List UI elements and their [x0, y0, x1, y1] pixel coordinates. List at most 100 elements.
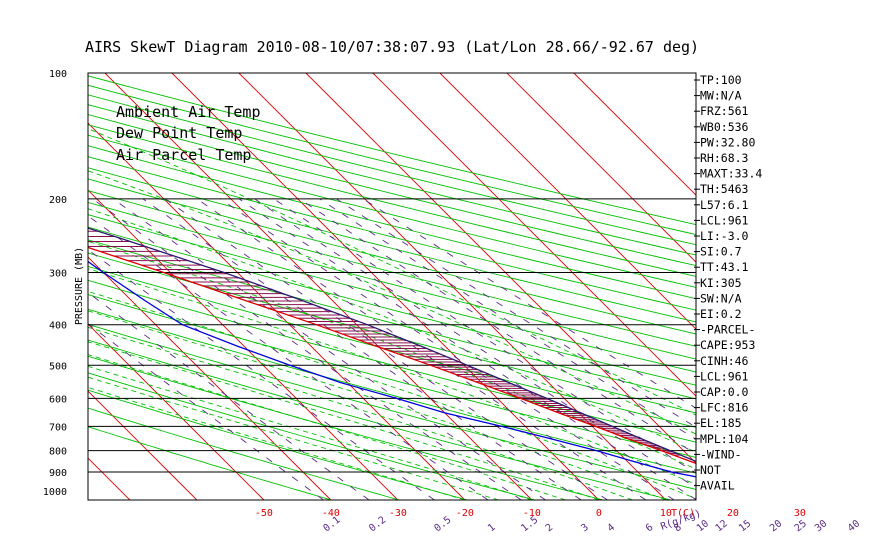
dry-adiabat-line	[88, 339, 672, 500]
isotherm-line	[88, 122, 466, 500]
mixing-ratio-line	[196, 198, 647, 500]
pressure-tick-label: 800	[49, 447, 67, 458]
moist-adiabat-line	[88, 290, 696, 500]
mixing-ratio-line	[92, 198, 522, 500]
index-value: EL:185	[700, 416, 742, 430]
mixing-ratio-tick-label: 10	[695, 518, 711, 534]
index-value: TP:100	[700, 73, 742, 87]
dry-adiabat-line	[88, 104, 696, 256]
index-value: LCL:961	[700, 369, 749, 383]
mixing-ratio-tick-label: 0.5	[432, 515, 453, 535]
cape-hatching	[88, 230, 681, 456]
mixing-ratio-line	[88, 249, 435, 500]
sounding-profiles	[88, 227, 696, 478]
pressure-tick-label: 300	[49, 269, 67, 280]
plot-grid	[88, 73, 696, 500]
mixing-ratio-tick-label: 1	[486, 522, 498, 534]
legend-air-parcel-temp: Air Parcel Temp	[116, 146, 251, 164]
isotherm-line	[88, 390, 198, 500]
bottom-temp-tick-label: -40	[322, 508, 340, 519]
mixing-ratio-tick-label: 2	[544, 522, 556, 534]
isotherm-line	[305, 73, 696, 464]
pressure-tick-label: 100	[49, 69, 67, 80]
index-value: PW:32.80	[700, 135, 755, 149]
mixing-ratio-tick-label: 6	[644, 522, 656, 534]
isotherm-line	[88, 189, 399, 500]
pressure-tick-label: 700	[49, 422, 67, 433]
mixing-ratio-tick-label: 4	[606, 522, 618, 534]
dry-adiabat-line	[88, 294, 696, 458]
dry-adiabat-line	[88, 190, 696, 347]
isotherm-line	[439, 73, 696, 330]
index-value: L57:6.1	[700, 198, 749, 212]
bottom-temp-tick-label: 10	[660, 508, 672, 519]
moist-adiabat-line	[88, 128, 696, 416]
index-value: AVAIL	[700, 479, 735, 493]
index-value: RH:68.3	[700, 151, 749, 165]
mixing-ratio-line	[220, 198, 675, 500]
moist-adiabat-line	[88, 354, 566, 500]
index-value: LFC:816	[700, 401, 749, 415]
chart-title: AIRS SkewT Diagram 2010-08-10/07:38:07.9…	[85, 38, 699, 56]
dry-adiabat-line	[88, 265, 696, 428]
isotherm-line	[88, 256, 332, 500]
index-value: CAP:0.0	[700, 385, 749, 399]
moist-adiabat-line	[88, 208, 696, 453]
moist-adiabat-line	[88, 341, 600, 500]
dry-adiabat-line	[88, 114, 696, 267]
bottom-temp-tick-label: 20	[727, 508, 739, 519]
dry-adiabat-line	[88, 124, 696, 277]
index-value: KI:305	[700, 276, 742, 290]
index-value: EI:0.2	[700, 307, 742, 321]
mixing-ratio-tick-label: 25	[793, 518, 809, 534]
index-value: -WIND-	[700, 447, 742, 461]
moist-adiabat-line	[88, 310, 667, 500]
isotherm-line	[171, 73, 600, 500]
y-axis-label: PRESSURE (MB)	[74, 247, 85, 325]
isotherm-line	[88, 323, 265, 500]
ambient-air-temp-line	[88, 246, 696, 465]
index-value: MW:N/A	[700, 89, 742, 103]
dry-adiabat-line	[88, 134, 696, 288]
mixing-ratio-tick-label: 15	[737, 518, 753, 534]
mixing-ratio-tick-label: 8	[672, 522, 684, 534]
air-parcel-temp-line	[88, 227, 696, 463]
isotherm-line	[506, 73, 696, 263]
plot-frame	[87, 72, 697, 501]
bottom-temp-tick-label: -30	[389, 508, 407, 519]
mixing-ratio-tick-label: 12	[714, 518, 730, 534]
isotherm-line	[238, 73, 667, 500]
dry-adiabat-line	[88, 239, 696, 400]
index-value: TH:5463	[700, 182, 749, 196]
index-value: MPL:104	[700, 432, 749, 446]
moist-adiabat-line	[88, 376, 499, 500]
mixing-ratio-line	[254, 198, 696, 489]
index-value: SW:N/A	[700, 291, 742, 305]
dry-adiabat-line	[88, 372, 536, 500]
mixing-ratio-line	[299, 198, 696, 455]
index-value: SI:0.7	[700, 245, 742, 259]
isotherm-line	[372, 73, 696, 397]
dry-adiabat-line	[88, 355, 604, 500]
dew-point-temp-line	[88, 260, 696, 478]
mixing-ratio-line	[112, 198, 546, 500]
index-value: FRZ:561	[700, 104, 749, 118]
index-value: LI:-3.0	[700, 229, 749, 243]
dry-adiabat-line	[88, 407, 400, 500]
pressure-tick-label: 600	[49, 394, 67, 405]
mixing-ratio-line	[273, 198, 696, 474]
isotherm-line	[573, 73, 696, 196]
moist-adiabat-line	[88, 386, 466, 500]
dry-adiabat-line	[88, 145, 696, 300]
index-value: -PARCEL-	[700, 323, 755, 337]
index-value: WB0:536	[700, 120, 749, 134]
dry-adiabat-line	[88, 323, 696, 490]
pressure-tick-label: 200	[49, 195, 67, 206]
pressure-tick-label: 400	[49, 321, 67, 332]
index-value: CAPE:953	[700, 338, 755, 352]
pressure-tick-label: 500	[49, 361, 67, 372]
mixing-ratio-line	[238, 198, 696, 500]
mixing-ratio-tick-label: 3	[579, 522, 591, 534]
